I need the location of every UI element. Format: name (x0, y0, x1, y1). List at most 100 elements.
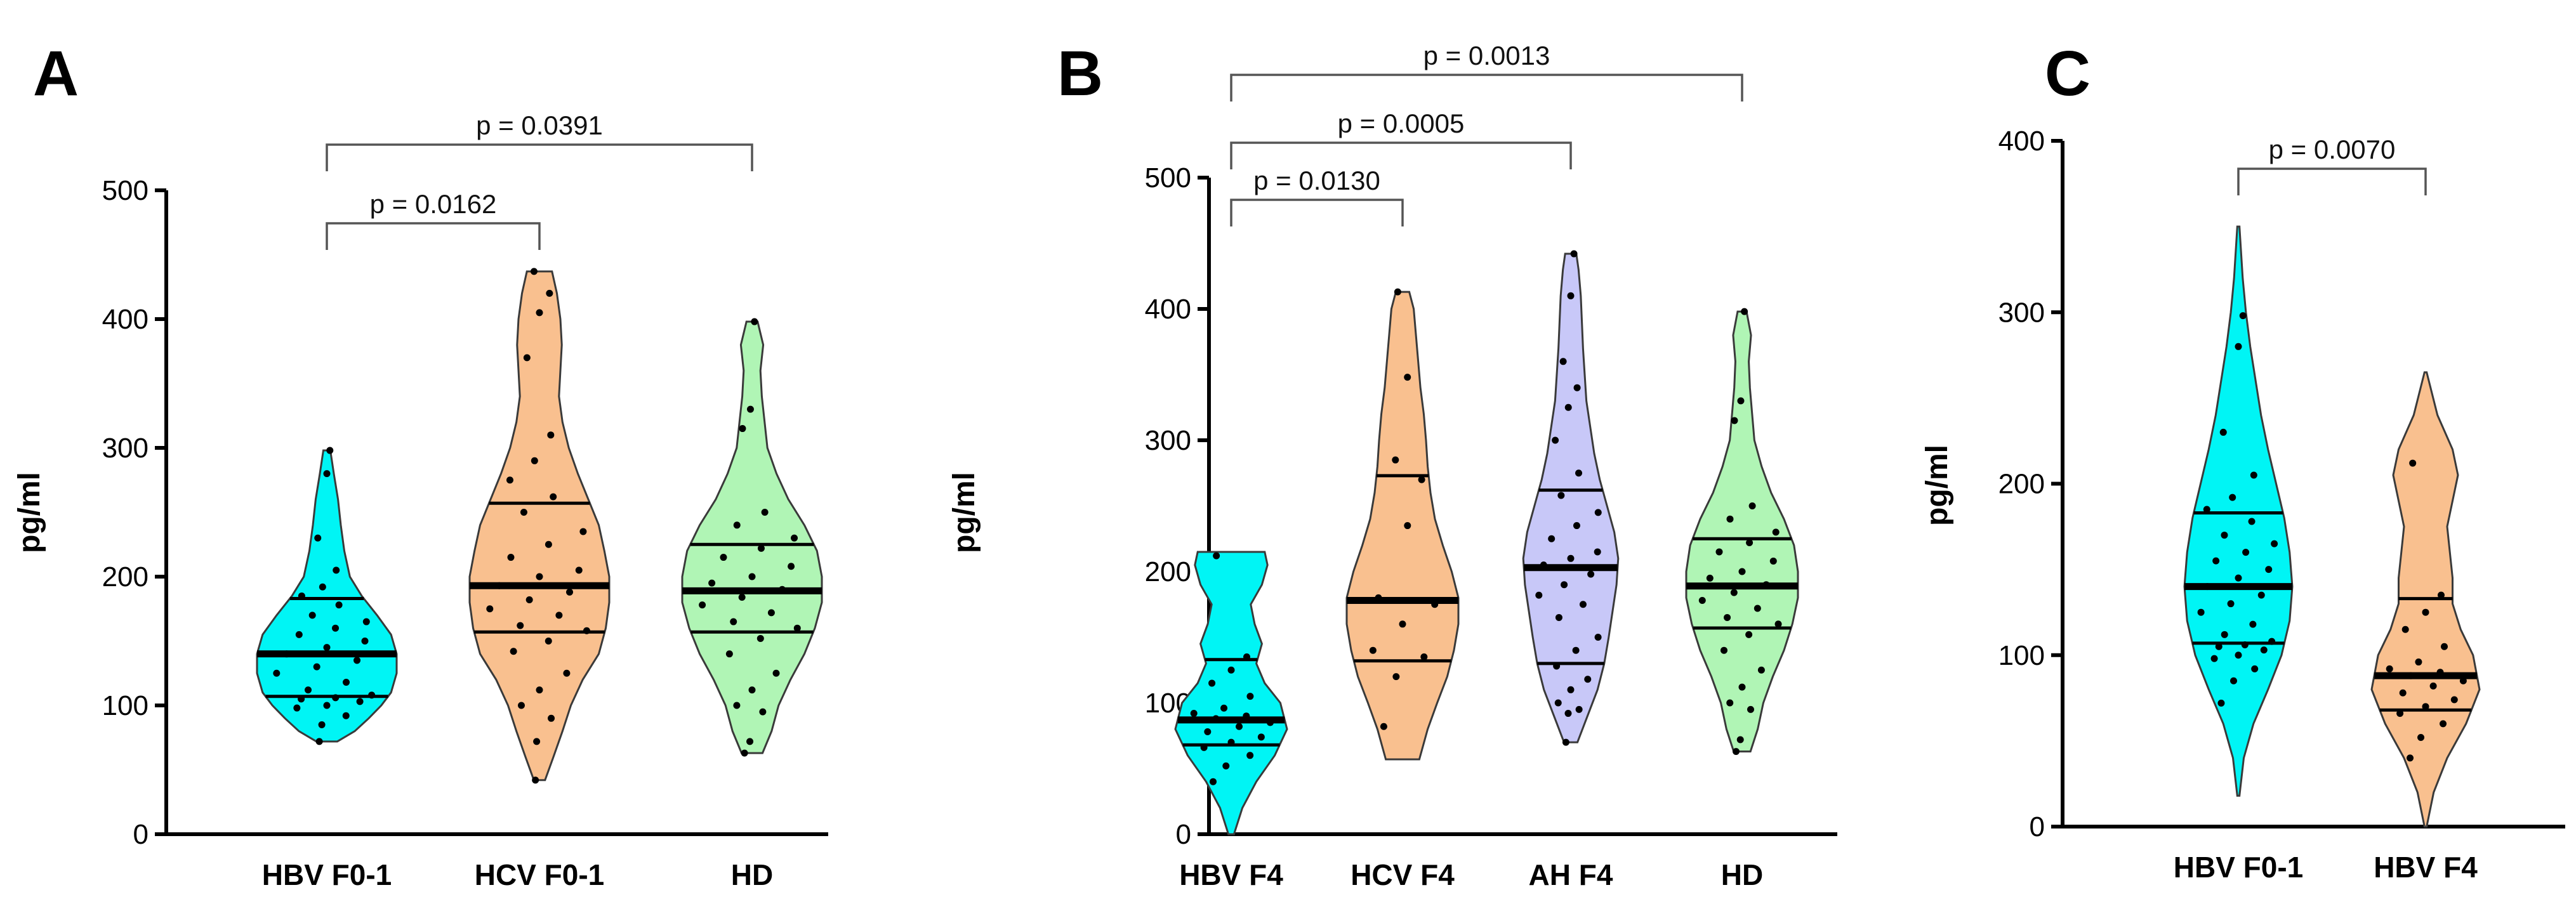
x-category-label: HBV F4 (2374, 851, 2478, 884)
data-point (342, 678, 350, 686)
data-point (748, 686, 756, 694)
data-point (517, 622, 524, 629)
violin-hbv-f4 (1174, 551, 1288, 835)
data-point (2437, 591, 2445, 599)
data-point (323, 702, 331, 709)
data-point (1594, 634, 1602, 641)
data-point (746, 738, 754, 745)
data-point (314, 534, 322, 542)
data-point (1555, 613, 1562, 621)
violin-hcv-f4 (1345, 288, 1460, 761)
data-point (1375, 594, 1382, 601)
data-point (332, 624, 340, 632)
data-point (2227, 600, 2235, 608)
data-point (1552, 436, 1559, 444)
data-point (295, 631, 303, 638)
data-point (531, 457, 538, 464)
data-point (1431, 601, 1439, 608)
data-point (739, 425, 746, 433)
data-point (1266, 719, 1274, 726)
data-point (1726, 515, 1734, 523)
bracket-line (1230, 74, 1743, 101)
data-point (1257, 733, 1265, 741)
data-point (1584, 676, 1592, 683)
data-point (748, 573, 756, 580)
data-point (356, 698, 364, 705)
data-point (2268, 638, 2276, 645)
y-axis-title: pg/ml (1920, 445, 1954, 526)
data-point (1736, 736, 1744, 743)
data-point (566, 588, 574, 596)
significance-bracket: p = 0.0070 (2237, 134, 2427, 195)
x-category-label: HD (731, 858, 773, 891)
data-point (1594, 509, 1602, 516)
data-point (1724, 613, 1731, 621)
data-point (546, 289, 553, 297)
violin-hd (1685, 308, 1799, 756)
p-value-label: p = 0.0005 (1338, 108, 1465, 138)
data-point (525, 596, 533, 604)
data-point (1227, 666, 1235, 674)
data-point (293, 704, 301, 712)
panel-letter: C (2045, 38, 2091, 109)
data-point (1212, 715, 1220, 723)
y-tick-label: 200 (1145, 556, 1191, 587)
data-point (1380, 723, 1387, 730)
data-point (563, 669, 571, 677)
significance-bracket: p = 0.0162 (326, 189, 541, 250)
data-point (545, 540, 552, 548)
y-tick-label: 0 (133, 819, 149, 850)
data-point (1715, 548, 1723, 556)
data-point (2440, 720, 2447, 728)
x-category-label: HCV F0-1 (475, 858, 604, 891)
data-point (2239, 312, 2247, 320)
data-point (361, 638, 369, 645)
data-point (2242, 549, 2250, 556)
y-tick-label: 0 (2030, 811, 2045, 842)
data-point (1554, 699, 1562, 707)
x-category-label: HBV F0-1 (2174, 851, 2303, 884)
data-point (2429, 682, 2437, 690)
data-point (779, 586, 786, 593)
data-point (793, 624, 801, 632)
data-point (510, 648, 517, 655)
data-point (708, 579, 716, 587)
data-point (1575, 705, 1583, 713)
data-point (1730, 589, 1738, 596)
data-point (2235, 651, 2242, 659)
data-point (1548, 535, 1556, 542)
data-point (1404, 522, 1411, 530)
data-point (751, 318, 758, 325)
violin-body (1522, 252, 1620, 743)
data-point (313, 663, 320, 671)
data-point (738, 593, 746, 601)
data-point (746, 405, 754, 413)
data-point (496, 582, 503, 589)
data-point (1772, 528, 1780, 536)
data-point (733, 702, 741, 709)
x-category-label: HBV F0-1 (262, 858, 392, 891)
data-point (2230, 677, 2238, 684)
data-point (1190, 710, 1198, 717)
data-point (2250, 471, 2257, 479)
data-point (699, 601, 706, 609)
data-point (1394, 288, 1401, 296)
violin-body (2183, 225, 2294, 797)
data-point (1732, 748, 1740, 756)
data-point (1399, 620, 1406, 628)
data-point (741, 749, 748, 757)
y-tick-label: 300 (1145, 425, 1191, 456)
violin-body (468, 270, 611, 782)
data-point (1757, 666, 1765, 674)
data-point (486, 605, 494, 613)
data-point (1741, 308, 1748, 315)
data-point (323, 644, 331, 651)
data-point (333, 566, 340, 574)
data-point (2409, 459, 2417, 467)
y-tick-label: 100 (1998, 640, 2045, 671)
data-point (2249, 620, 2257, 628)
p-value-label: p = 0.0130 (1253, 166, 1380, 195)
data-point (1535, 591, 1543, 599)
data-point (2257, 591, 2265, 599)
